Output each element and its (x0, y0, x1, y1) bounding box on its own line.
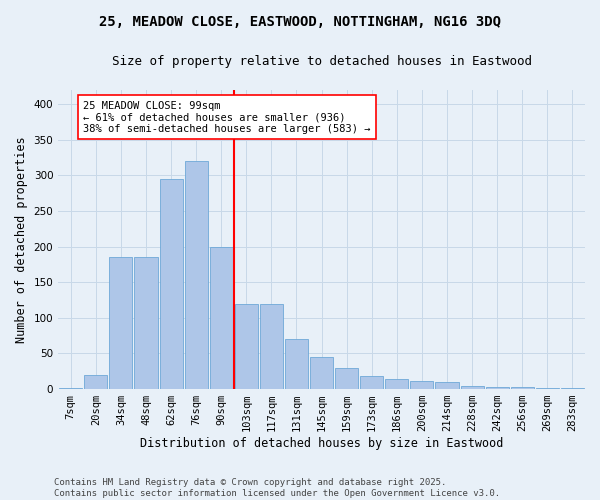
Bar (84, 375, 107, 389)
Bar (209, 246, 233, 389)
X-axis label: Distribution of detached houses by size in Eastwood: Distribution of detached houses by size … (140, 437, 503, 450)
Bar (260, 304, 283, 389)
Bar (59, 388, 82, 389)
Text: 25, MEADOW CLOSE, EASTWOOD, NOTTINGHAM, NG16 3DQ: 25, MEADOW CLOSE, EASTWOOD, NOTTINGHAM, … (99, 15, 501, 29)
Text: Contains HM Land Registry data © Crown copyright and database right 2025.
Contai: Contains HM Land Registry data © Crown c… (54, 478, 500, 498)
Bar (536, 388, 559, 389)
Bar (436, 382, 458, 389)
Bar (461, 386, 484, 389)
Bar (310, 357, 333, 389)
Text: 25 MEADOW CLOSE: 99sqm
← 61% of detached houses are smaller (936)
38% of semi-de: 25 MEADOW CLOSE: 99sqm ← 61% of detached… (83, 100, 371, 134)
Bar (360, 376, 383, 389)
Bar (160, 179, 182, 389)
Bar (335, 368, 358, 389)
Bar (410, 380, 433, 389)
Bar (485, 387, 509, 389)
Y-axis label: Number of detached properties: Number of detached properties (15, 136, 28, 343)
Bar (109, 258, 133, 389)
Title: Size of property relative to detached houses in Eastwood: Size of property relative to detached ho… (112, 55, 532, 68)
Bar (511, 387, 534, 389)
Bar (561, 388, 584, 389)
Bar (185, 161, 208, 389)
Bar (134, 258, 158, 389)
Bar (285, 339, 308, 389)
Bar (235, 304, 258, 389)
Bar (385, 379, 409, 389)
